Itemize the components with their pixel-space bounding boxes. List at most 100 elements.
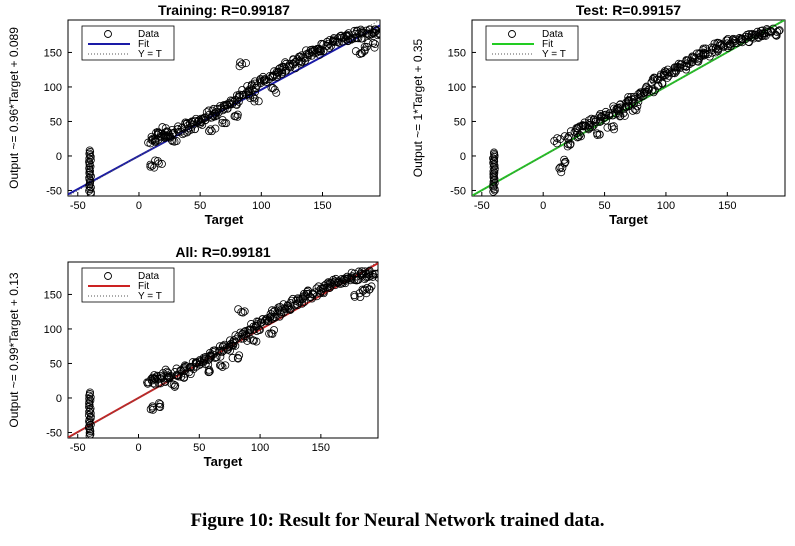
data-point [672,67,681,76]
data-point [297,57,306,66]
all-plot-svg: All: R=0.99181 -50 0 50 100 150 -50 0 50 100 150 Ta… [7,244,379,469]
data-point [304,290,313,299]
y-tick-label: 100 [448,82,466,94]
data-point [701,44,710,53]
data-point [360,285,369,294]
data-point [85,431,94,438]
data-point [250,94,259,103]
y-tick-label: 50 [50,358,62,370]
y-tick-label: 0 [460,151,466,163]
y-tick-label: 0 [56,393,62,405]
data-point [146,139,155,148]
data-point [630,105,639,114]
data-point [183,128,192,137]
x-axis-label: Target [205,212,244,227]
data-point [591,117,600,126]
data-point [292,57,301,66]
y-tick-label: 50 [50,116,62,128]
x-tick-label: 150 [718,200,736,212]
data-point [86,396,95,405]
data-point [86,430,95,438]
data-point [609,125,618,134]
data-point [607,122,616,131]
data-point [240,307,249,316]
data-point [218,362,227,371]
test-plot-svg: Test: R=0.99157 -50 0 50 100 150 -50 0 50 100 150 T… [411,2,786,227]
data-point [228,341,237,350]
data-point [641,85,650,94]
data-point [654,81,663,90]
data-point [555,164,564,173]
data-point [280,304,289,313]
data-point [333,37,342,46]
x-tick-label: 100 [252,200,270,212]
data-point [86,409,95,418]
data-point [85,173,94,182]
data-point [249,336,258,345]
data-point [212,111,221,120]
data-point [235,62,244,71]
x-axis-label: Target [609,212,648,227]
data-point [310,288,319,297]
y-tick-label: -50 [46,185,62,197]
data-point [368,272,377,281]
data-point [291,64,300,73]
x-tick-label: 0 [540,200,546,212]
data-point [205,127,214,136]
data-point [278,66,287,75]
data-point [635,93,644,102]
data-point [233,353,242,362]
y-axis-label: Output ~= 1*Target + 0.35 [411,38,425,177]
data-point [170,137,179,146]
data-point [337,31,346,40]
data-point [694,57,703,66]
data-point [370,39,379,48]
data-point [232,100,241,109]
y-tick-label: 50 [454,116,466,128]
data-point [86,188,95,196]
data-point [146,405,155,414]
plot-area [472,20,785,196]
data-point [324,280,333,289]
training-regression-plot: Training: R=0.99187 -50 0 50 100 150 -50 0 50 100… [0,0,390,232]
x-tick-label: 50 [194,200,206,212]
test-regression-plot: Test: R=0.99157 -50 0 50 100 150 -50 0 50 100 150 T… [400,0,795,232]
data-point [217,361,226,370]
data-point [223,104,232,113]
data-point [86,388,95,397]
y-tick-label: 150 [44,289,62,301]
data-point [84,410,93,419]
data-point [362,42,371,51]
data-point [703,50,712,59]
data-point [174,127,183,136]
data-point [370,43,379,52]
figure-caption: Figure 10: Result for Neural Network tra… [190,510,605,531]
data-point [369,38,378,47]
data-point [735,34,744,43]
data-point [374,273,378,282]
chart-title: Test: R=0.99157 [576,2,681,18]
x-tick-label: 50 [598,200,610,212]
data-point [620,104,629,113]
data-point [334,38,343,47]
data-point [238,308,247,317]
data-point [169,380,178,389]
legend-data-marker [104,30,112,38]
training-plot-svg: Training: R=0.99187 -50 0 50 100 150 -50 0 50 100… [7,2,381,227]
data-point [354,267,363,276]
data-point [250,97,259,106]
y-axis-label: Output ~= 0.96*Target + 0.089 [7,27,21,189]
data-point [364,272,373,281]
x-tick-label: -50 [474,200,490,212]
data-point [156,379,165,388]
data-point [205,368,214,377]
y-tick-label: 100 [44,324,62,336]
data-point [152,373,161,382]
data-point [249,93,258,102]
data-point [603,123,612,132]
data-point [290,301,299,310]
data-point [243,88,252,97]
data-point [202,108,211,117]
x-tick-label: 150 [313,200,331,212]
data-point [685,60,694,69]
